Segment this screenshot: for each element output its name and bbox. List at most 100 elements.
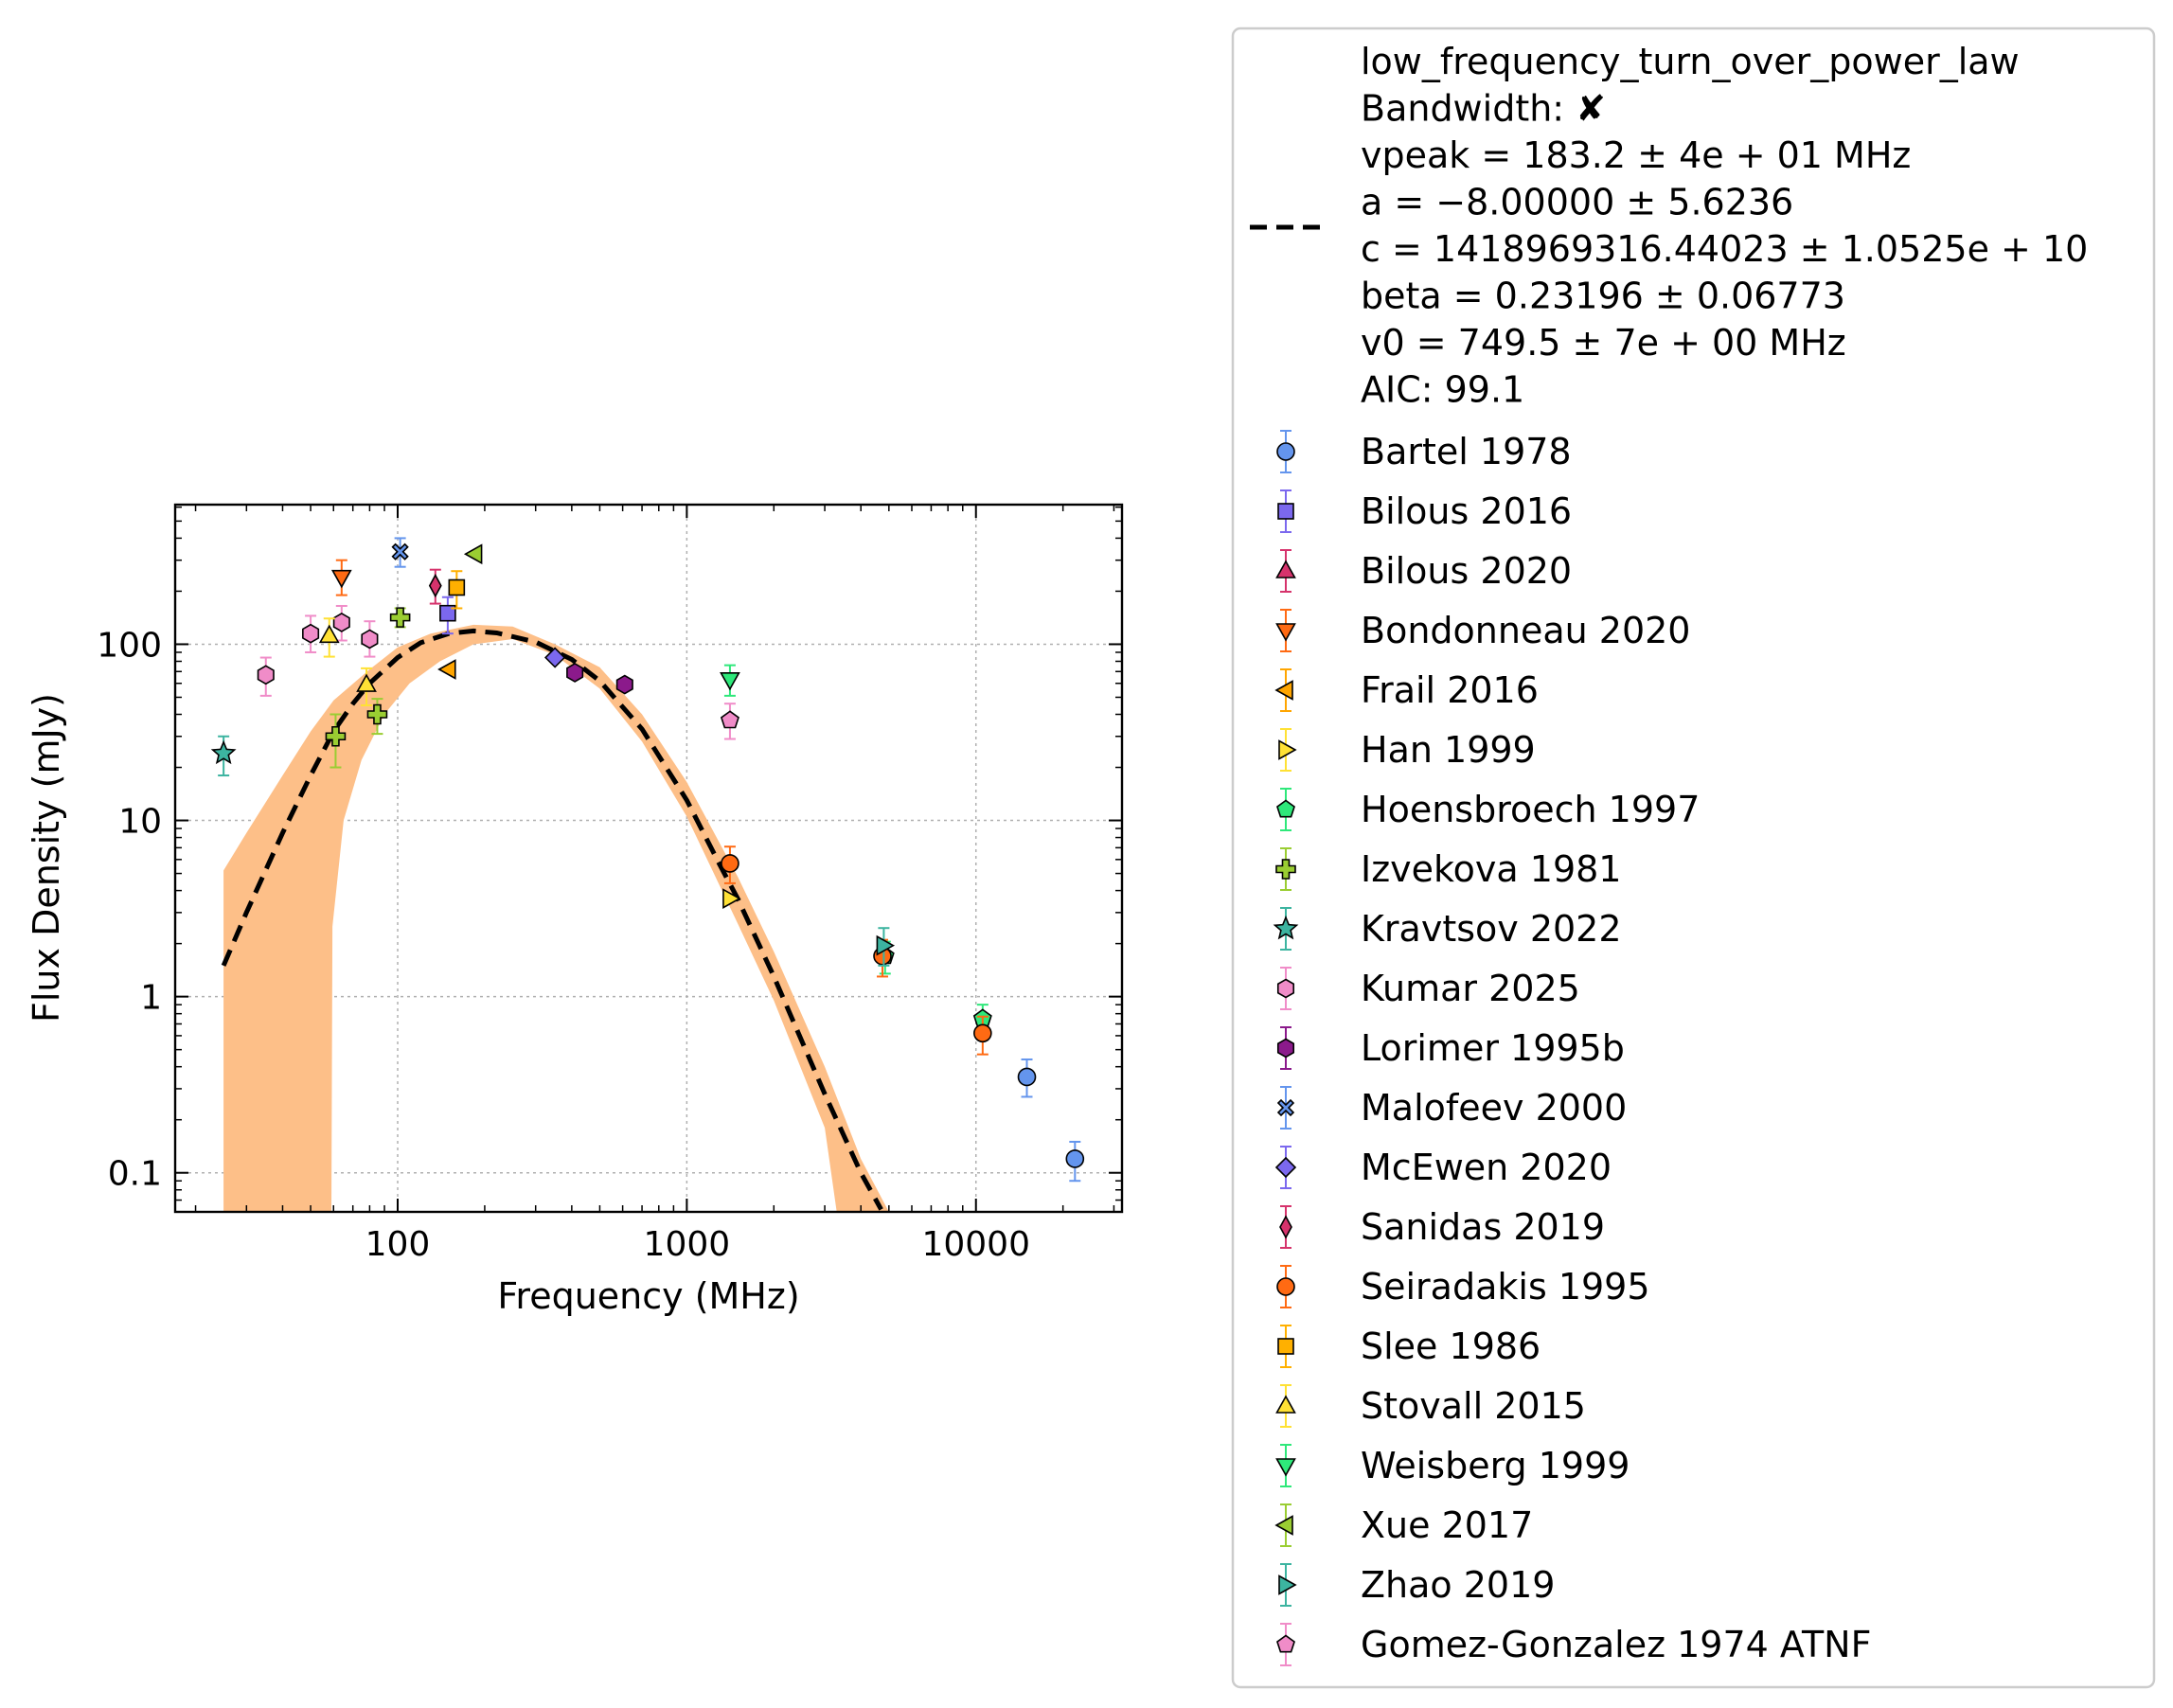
legend-label: Hoensbroech 1997 [1361,789,1700,830]
series-lorimer-1995b [566,663,633,695]
data-point [391,543,409,560]
legend-label: Seiradakis 1995 [1361,1266,1650,1308]
legend-marker [1275,623,1296,642]
legend-label: Bilous 2020 [1361,550,1572,592]
y-axis-label: Flux Density (mJy) [26,693,67,1023]
legend-item: Bilous 2020 [1275,549,1572,593]
data-point [257,665,275,685]
legend-item: Bartel 1978 [1276,430,1572,473]
legend-marker [1276,799,1295,818]
data-point [361,629,379,649]
legend-fit-text: AIC: 99.1 [1361,369,1524,411]
legend-item: Zhao 2019 [1278,1563,1555,1607]
series-zhao-2019 [876,927,896,967]
legend-label: Stovall 2015 [1361,1385,1586,1427]
legend-fit-text: low_frequency_turn_over_power_law [1361,41,2020,82]
axis-ticks: 100 1000 10000 0.1 1 10 100 [97,505,1122,1264]
series-mcewen-2020 [544,647,566,668]
legend-item: Hoensbroech 1997 [1276,788,1700,831]
legend-label: Slee 1986 [1361,1325,1541,1367]
legend-item: Weisberg 1999 [1275,1444,1630,1487]
data-point [1065,1149,1085,1168]
legend-item: Malofeev 2000 [1276,1086,1627,1130]
legend-item: Slee 1986 [1277,1325,1541,1368]
data-point [722,888,741,909]
series-han-1999 [722,888,741,909]
legend-marker [1276,1277,1295,1296]
data-point [720,710,739,729]
legend-label: Izvekova 1981 [1361,848,1621,890]
data-point [318,624,340,644]
legend-label: McEwen 2020 [1361,1147,1612,1188]
x-axis-label: Frequency (MHz) [497,1275,799,1317]
legend-marker [1276,1634,1295,1653]
y-tick-label: 0.1 [108,1155,162,1194]
legend-item: Izvekova 1981 [1275,847,1621,891]
legend-label: Kravtsov 2022 [1361,908,1622,950]
data-point [330,569,352,589]
legend-fit-text: Bandwidth: ✘ [1361,88,1606,130]
series-sanidas-2019 [428,568,442,605]
legend-item: Han 1999 [1278,728,1536,772]
data-point [366,703,388,725]
data-point [463,543,483,565]
fit-band-shape [223,624,889,1212]
legend-label: Kumar 2025 [1361,968,1580,1009]
y-tick-label: 10 [118,803,162,842]
legend-label: Zhao 2019 [1361,1564,1555,1606]
data-point [544,647,566,668]
legend-marker [1275,560,1296,578]
data-point [1017,1067,1037,1087]
legend-item: Sanidas 2019 [1279,1205,1605,1249]
x-tick-label: 1000 [644,1225,731,1264]
x-tick-label: 10000 [921,1225,1030,1264]
series-kumar-2025 [257,604,379,697]
data-point [428,573,442,598]
legend-label: Bondonneau 2020 [1361,610,1690,651]
legend-label: Weisberg 1999 [1361,1445,1630,1486]
legend-marker [1273,915,1299,940]
legend-item: Bondonneau 2020 [1275,609,1690,652]
data-point [566,663,584,683]
legend-item: Gomez-Gonzalez 1974 ATNF [1276,1623,1871,1666]
legend-item: Bilous 2016 [1277,489,1572,533]
series-frail-2016 [437,659,456,680]
legend-item: Lorimer 1995b [1276,1026,1625,1070]
legend-label: Bilous 2016 [1361,490,1572,532]
grid-lines [175,505,1122,1212]
legend-item: Kravtsov 2022 [1273,907,1622,951]
legend-label: Lorimer 1995b [1361,1027,1625,1069]
data-point [389,607,411,628]
series-bilous-2016 [439,596,456,635]
data-point [437,659,456,680]
series-izvekova-1981 [325,607,411,769]
legend-marker [1278,1575,1297,1595]
data-point [973,1023,992,1043]
legend-item: Kumar 2025 [1276,967,1580,1010]
legend-marker [1277,1338,1294,1355]
data-point [615,674,633,695]
legend-fit-text: beta = 0.23196 ± 0.06773 [1361,276,1845,317]
data-point [876,934,896,956]
data-point [439,604,456,622]
legend-fit-text: c = 1418969316.44023 ± 1.0525e + 10 [1361,228,2088,270]
legend-item: Frail 2016 [1274,668,1539,712]
legend-marker [1277,503,1294,520]
legend-item: McEwen 2020 [1274,1146,1612,1189]
data-points [210,537,1085,1183]
series-bondonneau-2020 [330,559,352,596]
data-point [356,673,377,692]
fit-curve-group [221,628,883,1211]
legend-label: Xue 2017 [1361,1504,1533,1546]
series-stovall-2015 [318,617,377,706]
legend-label: Han 1999 [1361,729,1536,771]
series-slee-1986 [448,570,466,610]
legend-label: Sanidas 2019 [1361,1206,1605,1248]
legend-fit-text: vpeak = 183.2 ± 4e + 01 MHz [1361,134,1911,176]
x-tick-label: 100 [365,1225,431,1264]
legend-label: Frail 2016 [1361,669,1539,711]
data-point [325,725,347,747]
series-weisberg-1999 [720,664,740,697]
